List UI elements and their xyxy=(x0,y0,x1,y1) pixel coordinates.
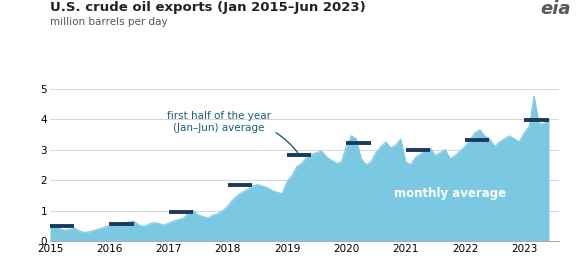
Text: U.S. crude oil exports (Jan 2015–Jun 2023): U.S. crude oil exports (Jan 2015–Jun 202… xyxy=(50,1,366,14)
Text: million barrels per day: million barrels per day xyxy=(50,17,168,27)
Text: first half of the year
(Jan–Jun) average: first half of the year (Jan–Jun) average xyxy=(167,111,298,153)
Text: eia: eia xyxy=(540,0,570,18)
Text: monthly average: monthly average xyxy=(394,187,506,200)
